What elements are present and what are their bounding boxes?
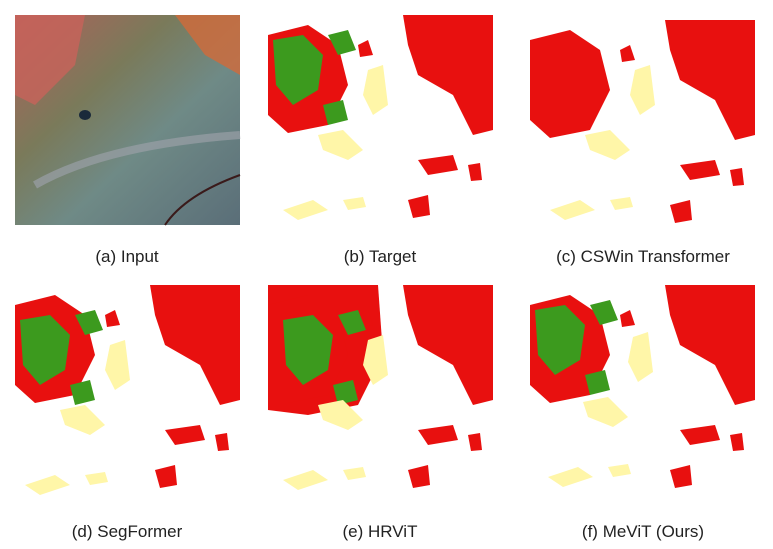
caption: (c) CSWin Transformer (556, 247, 730, 266)
cswin-map (530, 20, 755, 223)
segformer-map (15, 285, 240, 495)
caption: (e) HRViT (343, 522, 418, 541)
input-image (15, 15, 240, 225)
caption: (d) SegFormer (72, 522, 183, 541)
figure: (a) Input (b) Target (c) CSWin Transform… (0, 0, 773, 544)
hrvit-map (268, 285, 493, 490)
target-map (268, 15, 493, 220)
mevit-map (530, 285, 755, 488)
caption: (a) Input (95, 247, 159, 266)
caption: (b) Target (344, 247, 417, 266)
caption: (f) MeViT (Ours) (582, 522, 704, 541)
